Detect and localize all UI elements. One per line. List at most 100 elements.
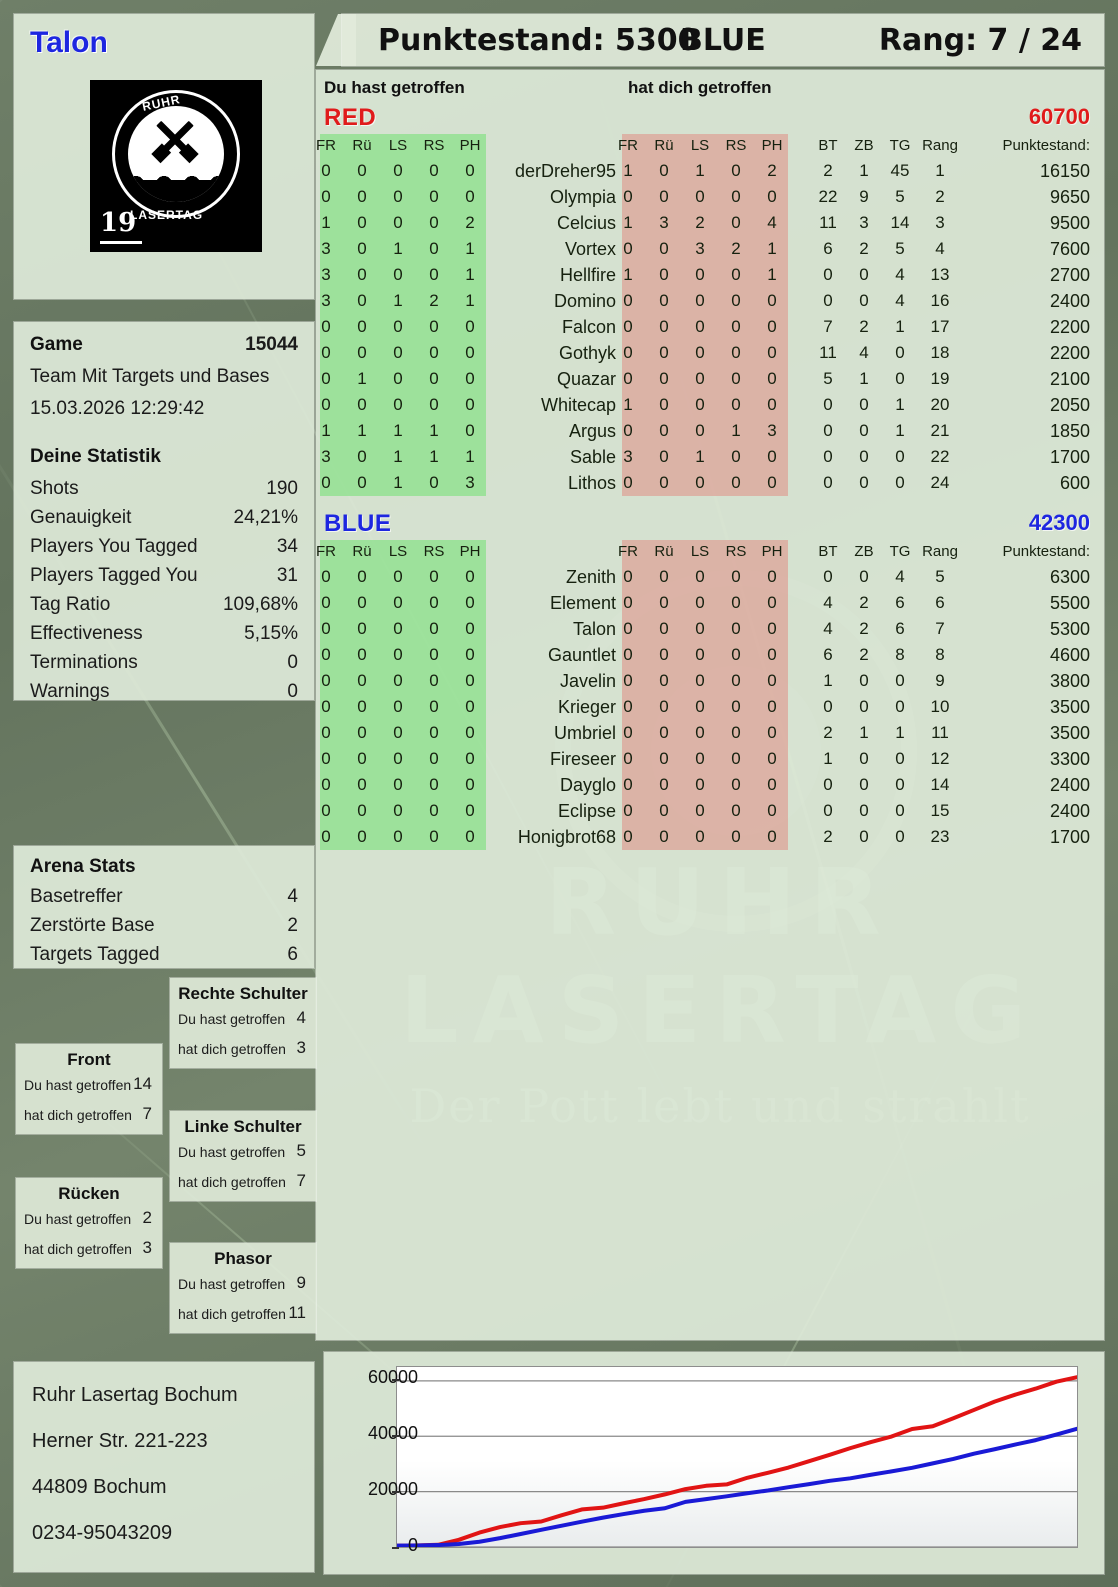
cell-got-Rü: 0 bbox=[659, 239, 669, 258]
cell-hit-Rü: 0 bbox=[357, 265, 367, 284]
table-row[interactable]: 0 0 0 0 0 Element 0 0 0 0 0 4 2 6 6 5500 bbox=[316, 590, 1104, 616]
club-logo: RUHR LASERTAG 19 bbox=[90, 80, 262, 252]
cell-hit-RS: 0 bbox=[429, 775, 439, 794]
table-row[interactable]: 0 0 0 0 0 Falcon 0 0 0 0 0 7 2 1 17 2200 bbox=[316, 314, 1104, 340]
cell-hit-PH: 1 bbox=[465, 447, 475, 466]
table-row[interactable]: 0 0 0 0 0 Gothyk 0 0 0 0 0 11 4 0 18 2200 bbox=[316, 340, 1104, 366]
bodypart-got-value: 7 bbox=[296, 1171, 306, 1190]
table-row[interactable]: 0 0 0 0 0 Fireseer 0 0 0 0 0 1 0 0 12 3300 bbox=[316, 746, 1104, 772]
cell-tg: 0 bbox=[895, 369, 905, 388]
table-row[interactable]: 0 0 1 0 3 Lithos 0 0 0 0 0 0 0 0 24 600 bbox=[316, 470, 1104, 496]
col-header-bt: BT bbox=[818, 543, 838, 560]
stat-row: Shots 190 bbox=[30, 478, 298, 507]
cell-hit-LS: 0 bbox=[393, 749, 403, 768]
table-row[interactable]: 3 0 0 0 1 Hellfire 1 0 0 0 1 0 0 4 13 2700 bbox=[316, 262, 1104, 288]
tagged-you-zone bbox=[622, 540, 788, 564]
cell-got-PH: 0 bbox=[767, 645, 777, 664]
cell-got-LS: 0 bbox=[695, 395, 705, 414]
table-row[interactable]: 0 0 0 0 0 Olympia 0 0 0 0 0 22 9 5 2 9650 bbox=[316, 184, 1104, 210]
table-row[interactable]: 1 1 1 1 0 Argus 0 0 0 1 3 0 0 1 21 1850 bbox=[316, 418, 1104, 444]
cell-hit-Rü: 0 bbox=[357, 671, 367, 690]
player-name-cell: Argus bbox=[568, 421, 616, 441]
cell-got-Rü: 0 bbox=[659, 265, 669, 284]
cell-tg: 1 bbox=[895, 317, 905, 336]
table-row[interactable]: 0 0 0 0 0 Whitecap 1 0 0 0 0 0 0 1 20 2050 bbox=[316, 392, 1104, 418]
cell-hit-FR: 0 bbox=[321, 619, 331, 638]
table-row[interactable]: 3 0 1 1 1 Sable 3 0 1 0 0 0 0 0 22 1700 bbox=[316, 444, 1104, 470]
table-row[interactable]: 0 0 0 0 0 Zenith 0 0 0 0 0 0 0 4 5 6300 bbox=[316, 564, 1104, 590]
cell-hit-Rü: 0 bbox=[357, 343, 367, 362]
player-name-cell: Gauntlet bbox=[547, 645, 616, 665]
cell-hit-FR: 0 bbox=[321, 671, 331, 690]
chart-ytick-mark bbox=[392, 1547, 399, 1549]
col-header-hit-RS: RS bbox=[423, 137, 445, 154]
cell-zb: 4 bbox=[859, 343, 869, 362]
cell-got-Rü: 0 bbox=[659, 567, 669, 586]
rank-label: Rang: 7 / 24 bbox=[878, 23, 1082, 58]
tagged-you-zone bbox=[622, 668, 788, 694]
logo-number-rule bbox=[100, 241, 142, 244]
cell-got-FR: 0 bbox=[623, 645, 633, 664]
col-header-got-LS: LS bbox=[690, 137, 710, 154]
you-tagged-zone bbox=[320, 642, 486, 668]
cell-got-Rü: 0 bbox=[659, 161, 669, 180]
cell-zb: 2 bbox=[859, 239, 869, 258]
table-row[interactable]: 0 0 0 0 0 Honigbrot68 0 0 0 0 0 2 0 0 23 1700 bbox=[316, 824, 1104, 850]
cell-hit-LS: 0 bbox=[393, 187, 403, 206]
arena-stats-panel: Arena Stats Basetreffer 4 Zerstörte Base 2 T… bbox=[14, 846, 314, 968]
table-row[interactable]: 0 0 0 0 0 derDreher95 1 0 1 0 2 2 1 45 1 16150 bbox=[316, 158, 1104, 184]
cell-bt: 0 bbox=[823, 697, 833, 716]
col-header-hit-LS: LS bbox=[388, 137, 408, 154]
cell-got-LS: 0 bbox=[695, 723, 705, 742]
chart-ytick-label: 40000 bbox=[367, 1423, 418, 1443]
cell-got-LS: 0 bbox=[695, 567, 705, 586]
cell-hit-RS: 1 bbox=[429, 447, 439, 466]
cell-hit-RS: 0 bbox=[429, 239, 439, 258]
cell-hit-RS: 0 bbox=[429, 317, 439, 336]
cell-hit-PH: 0 bbox=[465, 801, 475, 820]
cell-bt: 4 bbox=[823, 619, 833, 638]
cell-got-LS: 0 bbox=[695, 619, 705, 638]
table-row[interactable]: 0 0 0 0 0 Umbriel 0 0 0 0 0 2 1 1 11 3500 bbox=[316, 720, 1104, 746]
cell-got-RS: 0 bbox=[731, 317, 741, 336]
bodypart-box-phasor: Phasor Du hast getroffen 9 hat dich getroff… bbox=[170, 1243, 316, 1333]
arena-stat-row: Targets Tagged 6 bbox=[30, 944, 298, 973]
cell-got-FR: 1 bbox=[623, 395, 633, 414]
cell-hit-FR: 1 bbox=[321, 213, 331, 232]
cell-points: 2700 bbox=[1049, 265, 1090, 285]
col-header-hit-PH: PH bbox=[459, 137, 481, 154]
col-header-got-Rü: Rü bbox=[654, 543, 674, 560]
cell-got-RS: 0 bbox=[731, 395, 741, 414]
cell-bt: 1 bbox=[823, 671, 833, 690]
stat-key: Tag Ratio bbox=[30, 594, 111, 615]
cell-got-LS: 0 bbox=[695, 593, 705, 612]
cell-hit-LS: 0 bbox=[393, 213, 403, 232]
cell-points: 2400 bbox=[1049, 775, 1090, 795]
table-row[interactable]: 0 1 0 0 0 Quazar 0 0 0 0 0 5 1 0 19 2100 bbox=[316, 366, 1104, 392]
cell-got-FR: 0 bbox=[623, 827, 633, 846]
cell-got-Rü: 0 bbox=[659, 619, 669, 638]
player-name-cell: Fireseer bbox=[549, 749, 616, 769]
cell-points: 2100 bbox=[1049, 369, 1090, 389]
cell-tg: 0 bbox=[895, 801, 905, 820]
cell-zb: 1 bbox=[859, 161, 869, 180]
col-header-tg: TG bbox=[889, 137, 911, 154]
cell-zb: 2 bbox=[859, 593, 869, 612]
table-row[interactable]: 0 0 0 0 0 Gauntlet 0 0 0 0 0 6 2 8 8 4600 bbox=[316, 642, 1104, 668]
cell-got-LS: 0 bbox=[695, 749, 705, 768]
table-row[interactable]: 0 0 0 0 0 Krieger 0 0 0 0 0 0 0 0 10 3500 bbox=[316, 694, 1104, 720]
table-row[interactable]: 0 0 0 0 0 Talon 0 0 0 0 0 4 2 6 7 5300 bbox=[316, 616, 1104, 642]
cell-rang: 15 bbox=[930, 801, 950, 820]
table-row[interactable]: 0 0 0 0 0 Eclipse 0 0 0 0 0 0 0 0 15 2400 bbox=[316, 798, 1104, 824]
cell-got-PH: 0 bbox=[767, 473, 777, 492]
cell-tg: 0 bbox=[895, 827, 905, 846]
table-row[interactable]: 0 0 0 0 0 Javelin 0 0 0 0 0 1 0 0 9 3800 bbox=[316, 668, 1104, 694]
cell-got-RS: 0 bbox=[731, 749, 741, 768]
table-row[interactable]: 0 0 0 0 0 Dayglo 0 0 0 0 0 0 0 0 14 2400 bbox=[316, 772, 1104, 798]
bodypart-got-label: hat dich getroffen bbox=[178, 1174, 286, 1190]
table-row[interactable]: 1 0 0 0 2 Celcius 1 3 2 0 4 11 3 14 3 9500 bbox=[316, 210, 1104, 236]
table-row[interactable]: 3 0 1 0 1 Vortex 0 0 3 2 1 6 2 5 4 7600 bbox=[316, 236, 1104, 262]
cell-got-RS: 0 bbox=[731, 187, 741, 206]
table-row[interactable]: 3 0 1 2 1 Domino 0 0 0 0 0 0 0 4 16 2400 bbox=[316, 288, 1104, 314]
cell-bt: 0 bbox=[823, 473, 833, 492]
